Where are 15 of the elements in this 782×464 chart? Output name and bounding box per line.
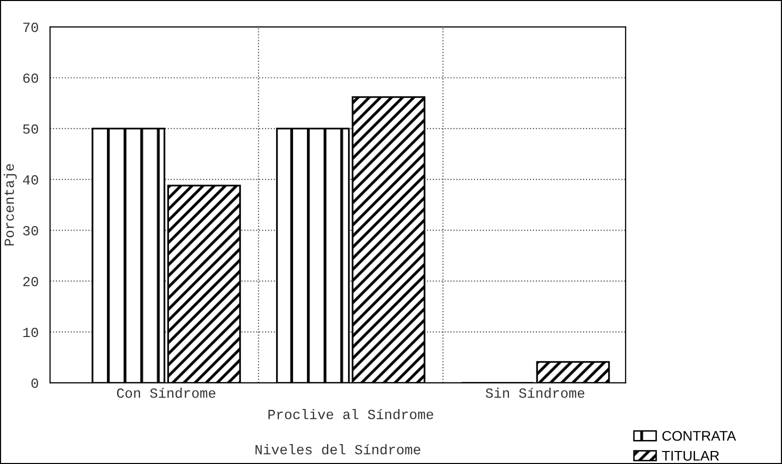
legend-label: TITULAR [662,451,719,461]
y-tick-label: 20 [23,276,38,286]
y-tick-label: 50 [23,124,38,134]
y-axis-title: Porcentaje [4,164,17,246]
y-tick-label: 10 [23,328,38,338]
y-tick-label: 70 [23,22,38,32]
y-tick-label: 30 [23,226,38,236]
x-tick-label: Proclive al Síndrome [268,409,434,420]
y-tick-label: 60 [23,73,38,83]
y-tick-label: 0 [31,378,38,388]
x-tick-label: Sin Síndrome [486,388,584,398]
y-tick-label: 40 [22,175,38,185]
x-tick-label: Con Síndrome [117,388,216,398]
legend-label: CONTRATA [662,430,736,441]
x-axis-title: Niveles del Síndrome [256,444,420,454]
